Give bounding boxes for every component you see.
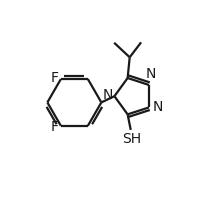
Text: N: N <box>103 88 113 102</box>
Text: F: F <box>50 120 58 134</box>
Text: SH: SH <box>122 133 141 147</box>
Text: N: N <box>153 100 163 114</box>
Text: N: N <box>145 67 156 81</box>
Text: F: F <box>50 71 58 85</box>
